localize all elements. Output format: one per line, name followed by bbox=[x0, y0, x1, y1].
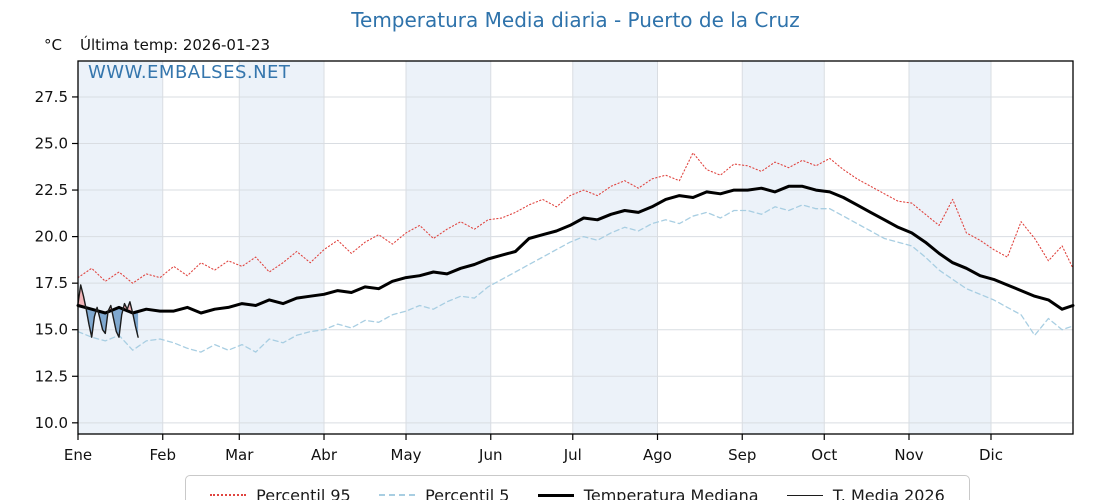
x-tick-label: Jun bbox=[478, 446, 502, 464]
y-tick-label: 20.0 bbox=[35, 228, 68, 246]
legend-item-t-media-2026: T. Media 2026 bbox=[786, 485, 945, 500]
legend-item-temperatura-mediana: Temperatura Mediana bbox=[537, 485, 759, 500]
legend-item-percentil-95: Percentil 95 bbox=[210, 486, 351, 500]
y-tick-label: 17.5 bbox=[35, 274, 68, 292]
x-tick-label: Nov bbox=[894, 446, 923, 464]
x-tick-label: Mar bbox=[225, 446, 254, 464]
month-band bbox=[572, 61, 658, 434]
legend-swatch-line bbox=[379, 494, 416, 496]
y-tick-label: 10.0 bbox=[35, 414, 68, 432]
legend-item-percentil-5: Percentil 5 bbox=[379, 486, 509, 500]
fill-below-median bbox=[98, 311, 108, 334]
chart-title: Temperatura Media diaria - Puerto de la … bbox=[351, 8, 800, 32]
fill-above-median bbox=[78, 285, 86, 308]
x-tick-label: Ago bbox=[643, 446, 672, 464]
legend-label: Percentil 5 bbox=[425, 485, 510, 500]
legend-label: Temperatura Mediana bbox=[583, 485, 759, 500]
y-tick-label: 27.5 bbox=[35, 88, 68, 106]
x-tick-label: May bbox=[391, 446, 422, 464]
month-band bbox=[239, 61, 325, 434]
month-band bbox=[742, 61, 825, 434]
series-temperatura-mediana bbox=[76, 184, 1075, 315]
y-tick-label: 12.5 bbox=[35, 367, 68, 385]
month-band bbox=[78, 61, 163, 434]
x-tick-label: Jul bbox=[563, 446, 582, 464]
legend-label: Percentil 95 bbox=[256, 485, 351, 500]
y-axis-unit-label: °C bbox=[44, 36, 62, 54]
plot-border bbox=[77, 60, 1074, 435]
x-tick-label: Dic bbox=[979, 446, 1003, 464]
legend: Percentil 95 Percentil 5 Temperatura Media… bbox=[185, 475, 970, 500]
x-tick-label: Oct bbox=[811, 446, 837, 464]
x-tick-label: Ene bbox=[64, 446, 92, 464]
legend-label: T. Media 2026 bbox=[832, 485, 945, 500]
y-tick-label: 25.0 bbox=[35, 134, 68, 152]
series-t-media-2026 bbox=[77, 284, 139, 338]
x-tick-label: Abr bbox=[311, 446, 338, 464]
y-tick-label: 22.5 bbox=[35, 181, 68, 199]
fill-below-median bbox=[86, 307, 96, 338]
month-band bbox=[908, 61, 991, 434]
series-percentil-5 bbox=[77, 204, 1074, 353]
x-tick-label: Feb bbox=[149, 446, 176, 464]
series-percentil-95 bbox=[77, 152, 1074, 284]
legend-swatch-line bbox=[786, 494, 823, 496]
last-temp-label: Última temp: 2026-01-23 bbox=[80, 36, 271, 54]
month-band bbox=[406, 61, 491, 434]
watermark: WWW.EMBALSES.NET bbox=[88, 62, 291, 83]
legend-swatch-line bbox=[210, 494, 247, 496]
fill-below-median bbox=[112, 307, 124, 338]
x-tick-label: Sep bbox=[728, 446, 756, 464]
legend-swatch-line bbox=[537, 493, 574, 497]
y-tick-label: 15.0 bbox=[35, 321, 68, 339]
